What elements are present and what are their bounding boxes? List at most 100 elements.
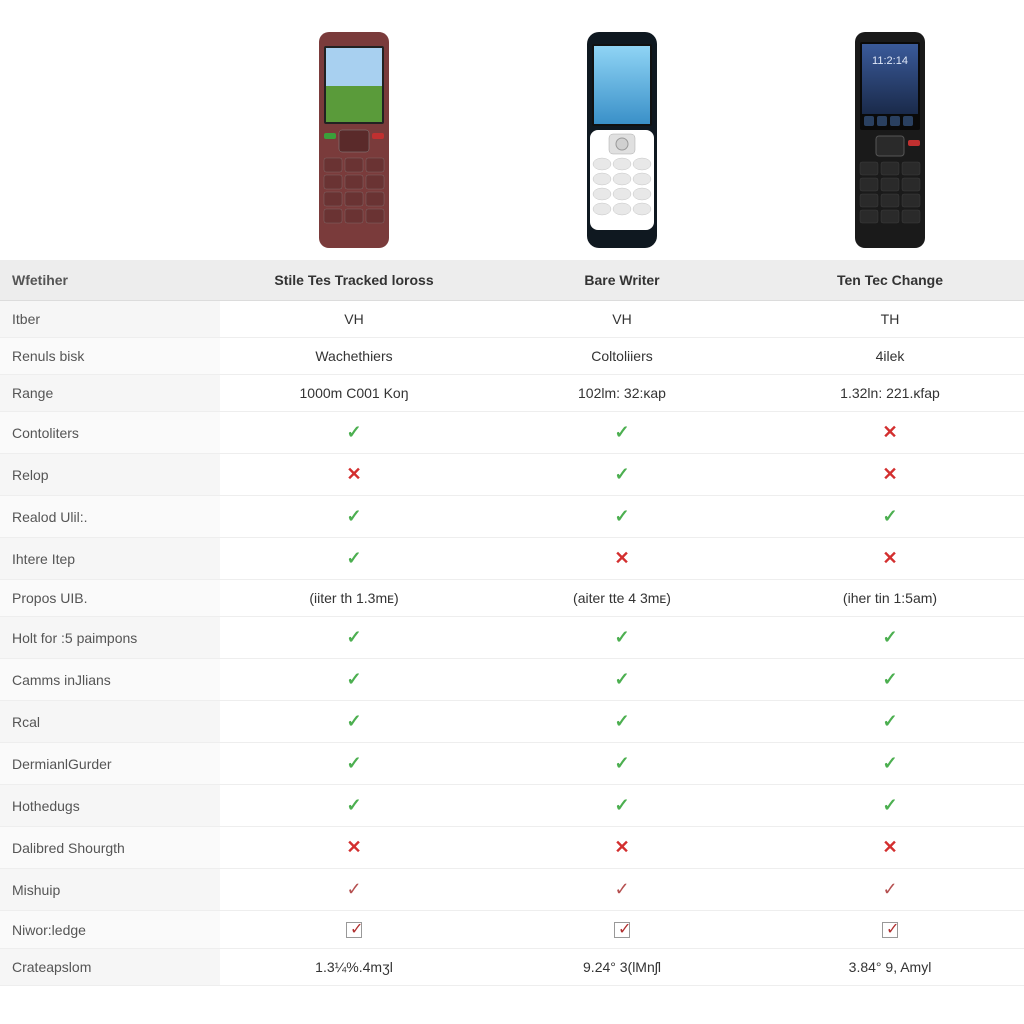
header-col-1: Stile Tes Tracked loross <box>220 260 488 301</box>
check-thin-icon: ✓ <box>346 879 361 899</box>
table-row: Propos UIB. (iiter th 1.3mᴇ) (aiter tte 4 … <box>0 580 1024 617</box>
check-icon: ✓ <box>346 753 361 773</box>
cell-text: 4ilek <box>876 348 905 364</box>
cell: ✕ <box>756 412 1024 454</box>
table-row: Hothedugs✓✓✓ <box>0 785 1024 827</box>
check-icon: ✓ <box>614 464 629 484</box>
cell-text: Coltoliiers <box>591 348 652 364</box>
check-icon: ✓ <box>346 795 361 815</box>
table-row: Crateapslom 1.3¼%.4mӡl 9.24° 3(lMnʃl 3.84° … <box>0 949 1024 986</box>
cell-text: 9.24° 3(lMnʃl <box>583 959 661 975</box>
table-row: Relop ✕ ✓ ✕ <box>0 454 1024 496</box>
cell-text: 1.32ln: 221.ᴋfap <box>840 385 940 401</box>
row-label: Realod Ulil:. <box>0 496 220 538</box>
cell: Wachethiers <box>220 338 488 375</box>
cell: ✕ <box>488 827 756 869</box>
cell <box>220 911 488 949</box>
row-label: Hothedugs <box>0 785 220 827</box>
comparison-table: Wfetiher Stile Tes Tracked loross Bare W… <box>0 260 1024 986</box>
cell: 9.24° 3(lMnʃl <box>488 949 756 986</box>
cell: ✓ <box>220 412 488 454</box>
cell-text: 102lm: 32:ᴋap <box>578 385 666 401</box>
cell: 102lm: 32:ᴋap <box>488 375 756 412</box>
phone-image-1 <box>220 15 488 250</box>
row-label: Holt for :5 paimpons <box>0 617 220 659</box>
table-row: Dalibred Shourgth✕✕✕ <box>0 827 1024 869</box>
cell: 1.32ln: 221.ᴋfap <box>756 375 1024 412</box>
check-icon: ✓ <box>614 506 629 526</box>
cell: ✓ <box>756 743 1024 785</box>
check-icon: ✓ <box>882 669 897 689</box>
cell: ✓ <box>488 869 756 911</box>
header-col-2: Bare Writer <box>488 260 756 301</box>
row-label: Contoliters <box>0 412 220 454</box>
row-label: Renuls bisk <box>0 338 220 375</box>
row-label: Itber <box>0 301 220 338</box>
cell: ✓ <box>488 701 756 743</box>
cell: ✕ <box>756 827 1024 869</box>
cell-text: 1000m C001 Koŋ <box>300 385 409 401</box>
check-icon: ✓ <box>614 753 629 773</box>
check-icon: ✓ <box>882 711 897 731</box>
boxed-check-icon <box>614 922 630 938</box>
cell-text: (iiter th 1.3mᴇ) <box>309 590 398 606</box>
cell: ✓ <box>756 617 1024 659</box>
cell: 4ilek <box>756 338 1024 375</box>
row-label: Propos UIB. <box>0 580 220 617</box>
cell: Coltoliiers <box>488 338 756 375</box>
check-icon: ✓ <box>346 548 361 568</box>
row-label: Relop <box>0 454 220 496</box>
cell: ✓ <box>488 412 756 454</box>
cell: TH <box>756 301 1024 338</box>
check-icon: ✓ <box>346 711 361 731</box>
cell: (iher tin 1:5am) <box>756 580 1024 617</box>
check-icon: ✓ <box>614 711 629 731</box>
row-label: Range <box>0 375 220 412</box>
cell: (aiter tte 4 3mᴇ) <box>488 580 756 617</box>
row-label: Crateapslom <box>0 949 220 986</box>
row-label: Dalibred Shourgth <box>0 827 220 869</box>
row-label: Rcal <box>0 701 220 743</box>
cross-icon: ✕ <box>614 837 629 857</box>
check-icon: ✓ <box>614 669 629 689</box>
phone-image-2 <box>488 15 756 250</box>
cell: ✕ <box>756 454 1024 496</box>
cross-icon: ✕ <box>346 464 361 484</box>
cell-text: 1.3¼%.4mӡl <box>315 959 393 975</box>
cell: 3.84° 9, Amyl <box>756 949 1024 986</box>
cell-text: TH <box>881 311 900 327</box>
cell: ✓ <box>220 701 488 743</box>
cell: ✓ <box>220 659 488 701</box>
cell-text: (aiter tte 4 3mᴇ) <box>573 590 671 606</box>
cell: ✓ <box>756 869 1024 911</box>
boxed-check-icon <box>346 922 362 938</box>
cell-text: Wachethiers <box>315 348 392 364</box>
check-icon: ✓ <box>346 422 361 442</box>
row-label: DermianlGurder <box>0 743 220 785</box>
check-icon: ✓ <box>882 627 897 647</box>
cell-text: 3.84° 9, Amyl <box>849 959 932 975</box>
table-row: Itber VH VH TH <box>0 301 1024 338</box>
table-row: DermianlGurder ✓ ✓ ✓ <box>0 743 1024 785</box>
cell: ✓ <box>220 617 488 659</box>
table-row: Realod Ulil:.✓✓✓ <box>0 496 1024 538</box>
row-label: Niwor:ledge <box>0 911 220 949</box>
cell: ✓ <box>220 538 488 580</box>
table-body: Itber VH VH TH Renuls bisk Wachethiers Coltoli… <box>0 301 1024 986</box>
cell: ✓ <box>488 454 756 496</box>
check-icon: ✓ <box>614 627 629 647</box>
table-row: Holt for :5 paimpons✓✓✓ <box>0 617 1024 659</box>
cell: ✕ <box>220 454 488 496</box>
cell: ✓ <box>220 785 488 827</box>
table-row: Niwor:ledge <box>0 911 1024 949</box>
cell: ✓ <box>488 617 756 659</box>
cell: VH <box>488 301 756 338</box>
cross-icon: ✕ <box>882 837 897 857</box>
table-row: Ihtere Itep✓✕✕ <box>0 538 1024 580</box>
cell-text: VH <box>344 311 363 327</box>
cell: ✓ <box>488 743 756 785</box>
cell <box>756 911 1024 949</box>
cell: ✓ <box>220 496 488 538</box>
phone-image-3: 11:2:14 <box>756 15 1024 250</box>
check-icon: ✓ <box>346 506 361 526</box>
